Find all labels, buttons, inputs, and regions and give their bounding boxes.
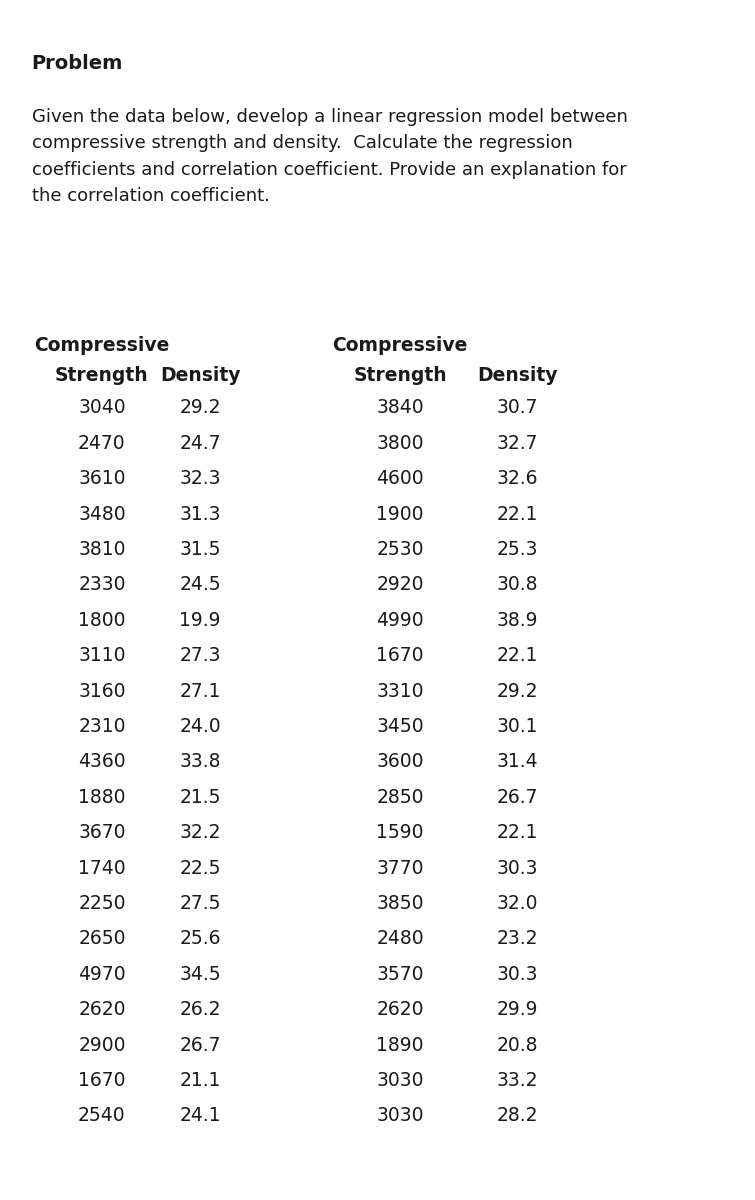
Text: 31.5: 31.5: [180, 540, 220, 559]
Text: 3480: 3480: [78, 504, 126, 523]
Text: 1880: 1880: [79, 787, 125, 806]
Text: 29.2: 29.2: [180, 398, 220, 418]
Text: 26.2: 26.2: [180, 1000, 220, 1019]
Text: 3600: 3600: [377, 752, 424, 772]
Text: 24.1: 24.1: [179, 1106, 221, 1126]
Text: Given the data below, develop a linear regression model between
compressive stre: Given the data below, develop a linear r…: [32, 108, 627, 205]
Text: 32.7: 32.7: [497, 433, 538, 452]
Text: 21.5: 21.5: [180, 787, 220, 806]
Text: Compressive: Compressive: [34, 336, 170, 355]
Text: 29.2: 29.2: [497, 682, 538, 701]
Text: 3310: 3310: [377, 682, 424, 701]
Text: 3810: 3810: [79, 540, 125, 559]
Text: 27.5: 27.5: [180, 894, 220, 913]
Text: 2330: 2330: [79, 575, 125, 594]
Text: 3800: 3800: [377, 433, 424, 452]
Text: 4360: 4360: [78, 752, 126, 772]
Text: 38.9: 38.9: [497, 611, 538, 630]
Text: 1740: 1740: [78, 858, 126, 877]
Text: 22.5: 22.5: [180, 858, 220, 877]
Text: Strength: Strength: [55, 366, 149, 385]
Text: 2530: 2530: [377, 540, 424, 559]
Text: 30.3: 30.3: [497, 965, 538, 984]
Text: 33.2: 33.2: [497, 1070, 538, 1090]
Text: Density: Density: [160, 366, 240, 385]
Text: 3610: 3610: [79, 469, 125, 488]
Text: 29.9: 29.9: [497, 1000, 538, 1019]
Text: Density: Density: [477, 366, 557, 385]
Text: 3840: 3840: [376, 398, 424, 418]
Text: 3040: 3040: [78, 398, 126, 418]
Text: 1590: 1590: [377, 823, 424, 842]
Text: 4970: 4970: [78, 965, 126, 984]
Text: 25.3: 25.3: [497, 540, 538, 559]
Text: 2310: 2310: [79, 716, 125, 736]
Text: 2250: 2250: [79, 894, 125, 913]
Text: 2470: 2470: [78, 433, 126, 452]
Text: 30.7: 30.7: [497, 398, 538, 418]
Text: 30.8: 30.8: [497, 575, 538, 594]
Text: 27.1: 27.1: [180, 682, 220, 701]
Text: 2620: 2620: [79, 1000, 125, 1019]
Text: 2920: 2920: [377, 575, 424, 594]
Text: 34.5: 34.5: [179, 965, 221, 984]
Text: 2540: 2540: [78, 1106, 126, 1126]
Text: 31.3: 31.3: [180, 504, 220, 523]
Text: 22.1: 22.1: [497, 504, 538, 523]
Text: 28.2: 28.2: [497, 1106, 538, 1126]
Text: 22.1: 22.1: [497, 823, 538, 842]
Text: 24.5: 24.5: [179, 575, 221, 594]
Text: 1890: 1890: [377, 1036, 424, 1055]
Text: 25.6: 25.6: [180, 929, 220, 948]
Text: 3450: 3450: [376, 716, 424, 736]
Text: 3850: 3850: [377, 894, 424, 913]
Text: 32.0: 32.0: [497, 894, 538, 913]
Text: 1670: 1670: [79, 1070, 125, 1090]
Text: 24.7: 24.7: [179, 433, 221, 452]
Text: 2650: 2650: [79, 929, 125, 948]
Text: 1670: 1670: [377, 646, 424, 665]
Text: 2480: 2480: [376, 929, 424, 948]
Text: 20.8: 20.8: [497, 1036, 538, 1055]
Text: 22.1: 22.1: [497, 646, 538, 665]
Text: 21.1: 21.1: [180, 1070, 220, 1090]
Text: 1800: 1800: [79, 611, 125, 630]
Text: 33.8: 33.8: [180, 752, 220, 772]
Text: 3030: 3030: [377, 1106, 424, 1126]
Text: 3030: 3030: [377, 1070, 424, 1090]
Text: 19.9: 19.9: [180, 611, 220, 630]
Text: Problem: Problem: [32, 54, 123, 73]
Text: 2620: 2620: [377, 1000, 424, 1019]
Text: Strength: Strength: [353, 366, 447, 385]
Text: 32.6: 32.6: [497, 469, 538, 488]
Text: 30.3: 30.3: [497, 858, 538, 877]
Text: 32.3: 32.3: [180, 469, 220, 488]
Text: Compressive: Compressive: [332, 336, 468, 355]
Text: 2900: 2900: [79, 1036, 125, 1055]
Text: 3770: 3770: [377, 858, 424, 877]
Text: 32.2: 32.2: [180, 823, 220, 842]
Text: 26.7: 26.7: [497, 787, 538, 806]
Text: 3570: 3570: [377, 965, 424, 984]
Text: 23.2: 23.2: [497, 929, 538, 948]
Text: 27.3: 27.3: [180, 646, 220, 665]
Text: 3670: 3670: [79, 823, 125, 842]
Text: 30.1: 30.1: [497, 716, 538, 736]
Text: 24.0: 24.0: [179, 716, 221, 736]
Text: 1900: 1900: [377, 504, 424, 523]
Text: 26.7: 26.7: [180, 1036, 220, 1055]
Text: 4600: 4600: [376, 469, 424, 488]
Text: 3110: 3110: [79, 646, 125, 665]
Text: 3160: 3160: [79, 682, 125, 701]
Text: 4990: 4990: [376, 611, 424, 630]
Text: 31.4: 31.4: [496, 752, 538, 772]
Text: 2850: 2850: [377, 787, 424, 806]
